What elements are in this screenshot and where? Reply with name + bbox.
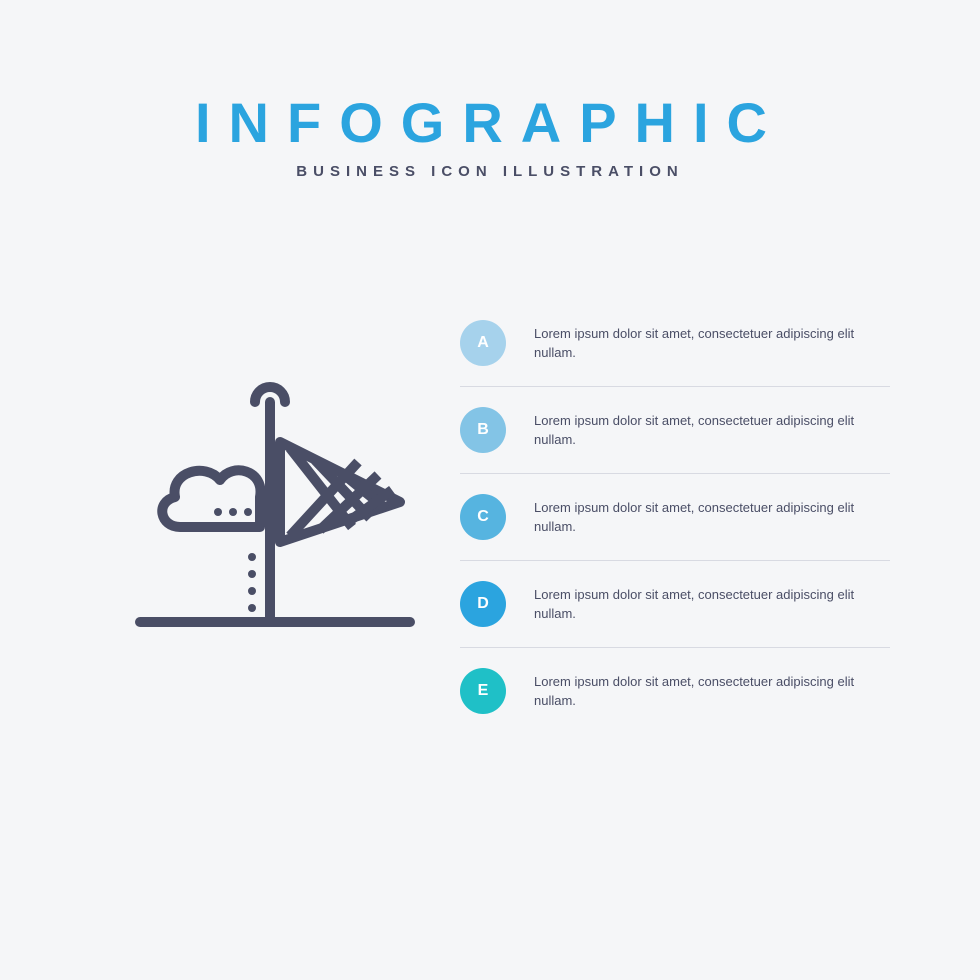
step-badge-b: B <box>460 407 506 453</box>
page-subtitle: BUSINESS ICON ILLUSTRATION <box>0 163 980 180</box>
step-a: A Lorem ipsum dolor sit amet, consectetu… <box>460 300 890 387</box>
step-b: B Lorem ipsum dolor sit amet, consectetu… <box>460 387 890 474</box>
content-area: A Lorem ipsum dolor sit amet, consectetu… <box>0 300 980 734</box>
step-text-d: Lorem ipsum dolor sit amet, consectetuer… <box>534 585 890 624</box>
steps-list: A Lorem ipsum dolor sit amet, consectetu… <box>460 300 980 734</box>
step-text-e: Lorem ipsum dolor sit amet, consectetuer… <box>534 672 890 711</box>
header: INFOGRAPHIC BUSINESS ICON ILLUSTRATION <box>0 0 980 180</box>
step-badge-c: C <box>460 494 506 540</box>
step-text-c: Lorem ipsum dolor sit amet, consectetuer… <box>534 498 890 537</box>
icon-area <box>90 362 460 672</box>
step-text-a: Lorem ipsum dolor sit amet, consectetuer… <box>534 324 890 363</box>
step-badge-e: E <box>460 668 506 714</box>
page-title: INFOGRAPHIC <box>0 90 980 155</box>
windsock-icon <box>120 362 430 672</box>
step-badge-d: D <box>460 581 506 627</box>
step-text-b: Lorem ipsum dolor sit amet, consectetuer… <box>534 411 890 450</box>
step-badge-a: A <box>460 320 506 366</box>
step-e: E Lorem ipsum dolor sit amet, consectetu… <box>460 648 890 734</box>
step-d: D Lorem ipsum dolor sit amet, consectetu… <box>460 561 890 648</box>
step-c: C Lorem ipsum dolor sit amet, consectetu… <box>460 474 890 561</box>
